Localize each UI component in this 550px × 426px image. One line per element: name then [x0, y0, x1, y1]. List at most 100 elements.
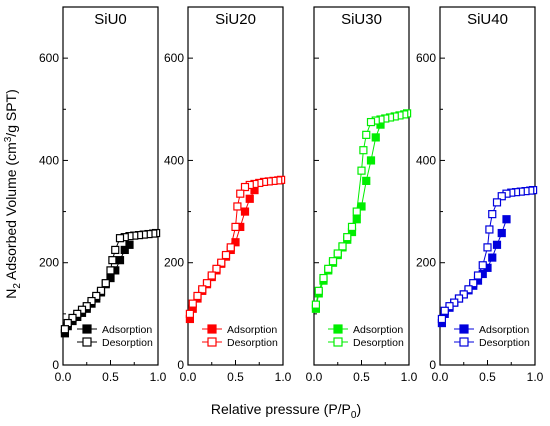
- plot-frame: [187, 6, 284, 366]
- data-point-desorption: [221, 250, 231, 260]
- data-point-adsorption: [488, 253, 497, 262]
- data-point-desorption: [464, 285, 473, 294]
- x-tick-label: 1.0: [401, 370, 418, 384]
- data-point-desorption: [473, 271, 483, 280]
- x-tick-label: 1.0: [527, 370, 544, 384]
- data-point-adsorption: [357, 202, 366, 211]
- data-point-desorption: [352, 207, 361, 216]
- x-tick-label: 0.5: [102, 370, 119, 384]
- data-point-desorption: [497, 192, 506, 201]
- panel-title: SiU40: [467, 11, 508, 28]
- data-point-desorption: [193, 291, 202, 301]
- data-point-desorption: [343, 233, 352, 242]
- panel-title: SiU20: [215, 11, 256, 28]
- y-tick-label: 400: [164, 153, 184, 167]
- legend-label: Desorption: [102, 337, 153, 349]
- data-point-desorption: [357, 166, 366, 175]
- y-tick-label: 600: [164, 51, 184, 65]
- y-axis-label: N2 Adsorbed Volume (cm3/g SPT): [3, 89, 23, 299]
- y-tick-label: 200: [416, 256, 436, 270]
- data-point-desorption: [198, 285, 207, 294]
- legend-marker: [207, 337, 217, 347]
- data-point-desorption: [347, 222, 357, 232]
- data-point-desorption: [233, 202, 242, 211]
- legend-marker: [207, 324, 217, 334]
- x-tick-label: 0.5: [227, 370, 244, 384]
- data-point-desorption: [362, 130, 371, 139]
- x-tick-label: 0.0: [55, 370, 72, 384]
- data-point-desorption: [333, 249, 342, 258]
- data-point-adsorption: [120, 245, 129, 255]
- legend-label: Adsorption: [353, 324, 403, 336]
- legend-marker: [82, 337, 92, 347]
- data-point-desorption: [207, 271, 216, 280]
- panel-title: SiU0: [94, 11, 127, 28]
- panel-siu40: SiU40 0.0 0.5 1.0 0 200 400 600 AdsorptionDesorp…: [416, 6, 544, 384]
- x-tick-label: 1.0: [150, 370, 167, 384]
- plot-frame: [313, 6, 410, 366]
- x-tick-label: 0.0: [180, 370, 197, 384]
- data-point-desorption: [492, 198, 502, 207]
- data-point-desorption: [240, 182, 250, 192]
- legend-label: Desorption: [227, 337, 278, 349]
- legend-label: Adsorption: [227, 324, 277, 336]
- y-tick-label: 0: [52, 358, 59, 372]
- data-point-desorption: [319, 273, 328, 283]
- x-axis-label: Relative pressure (P/P0): [211, 401, 361, 421]
- data-point-desorption: [185, 309, 194, 318]
- data-point-desorption: [328, 257, 338, 266]
- data-point-adsorption: [366, 156, 376, 165]
- legend-marker: [459, 337, 469, 347]
- legend-label: Adsorption: [102, 324, 152, 336]
- data-point-desorption: [188, 299, 197, 308]
- data-point-desorption: [338, 242, 347, 251]
- x-tick-label: 0.5: [479, 370, 496, 384]
- legend-marker: [333, 324, 343, 334]
- data-point-desorption: [483, 243, 492, 252]
- plot-frame: [439, 6, 536, 366]
- panel-siu20: SiU20 0.0 0.5 1.0 0 200 400 600 AdsorptionDesorp…: [164, 6, 292, 384]
- x-tick-label: 0.0: [306, 370, 323, 384]
- legend-label: Adsorption: [479, 324, 529, 336]
- data-point-desorption: [212, 264, 221, 273]
- data-point-desorption: [478, 261, 487, 270]
- data-point-desorption: [236, 189, 245, 198]
- data-point-desorption: [311, 300, 320, 309]
- data-point-desorption: [115, 234, 125, 243]
- y-tick-label: 400: [416, 153, 436, 167]
- data-point-desorption: [324, 264, 333, 273]
- data-point-adsorption: [362, 176, 371, 185]
- y-tick-label: 400: [39, 153, 59, 167]
- data-point-desorption: [60, 325, 70, 334]
- data-point-desorption: [440, 306, 449, 315]
- data-point-desorption: [445, 302, 454, 311]
- data-point-adsorption: [492, 240, 502, 249]
- x-tick-label: 0.5: [353, 370, 370, 384]
- data-point-adsorption: [106, 273, 115, 283]
- data-point-adsorption: [240, 207, 250, 216]
- data-point-desorption: [437, 314, 446, 324]
- legend-marker: [82, 324, 92, 334]
- y-tick-label: 0: [177, 358, 184, 372]
- y-tick-label: 200: [39, 256, 59, 270]
- data-point-desorption: [217, 258, 226, 267]
- data-point-desorption: [106, 266, 115, 275]
- legend-marker: [333, 337, 343, 347]
- data-point-desorption: [359, 146, 368, 155]
- data-point-desorption: [485, 225, 494, 234]
- data-point-desorption: [68, 313, 77, 323]
- data-point-adsorption: [352, 215, 361, 224]
- x-tick-label: 0.0: [432, 370, 449, 384]
- x-tick-label: 1.0: [275, 370, 292, 384]
- data-point-adsorption: [502, 215, 511, 224]
- data-point-desorption: [469, 279, 478, 288]
- data-point-desorption: [101, 279, 110, 288]
- data-point-desorption: [108, 256, 117, 265]
- data-point-adsorption: [115, 256, 125, 265]
- data-point-desorption: [366, 117, 376, 127]
- y-tick-label: 200: [164, 256, 184, 270]
- panel-title: SiU30: [341, 11, 382, 28]
